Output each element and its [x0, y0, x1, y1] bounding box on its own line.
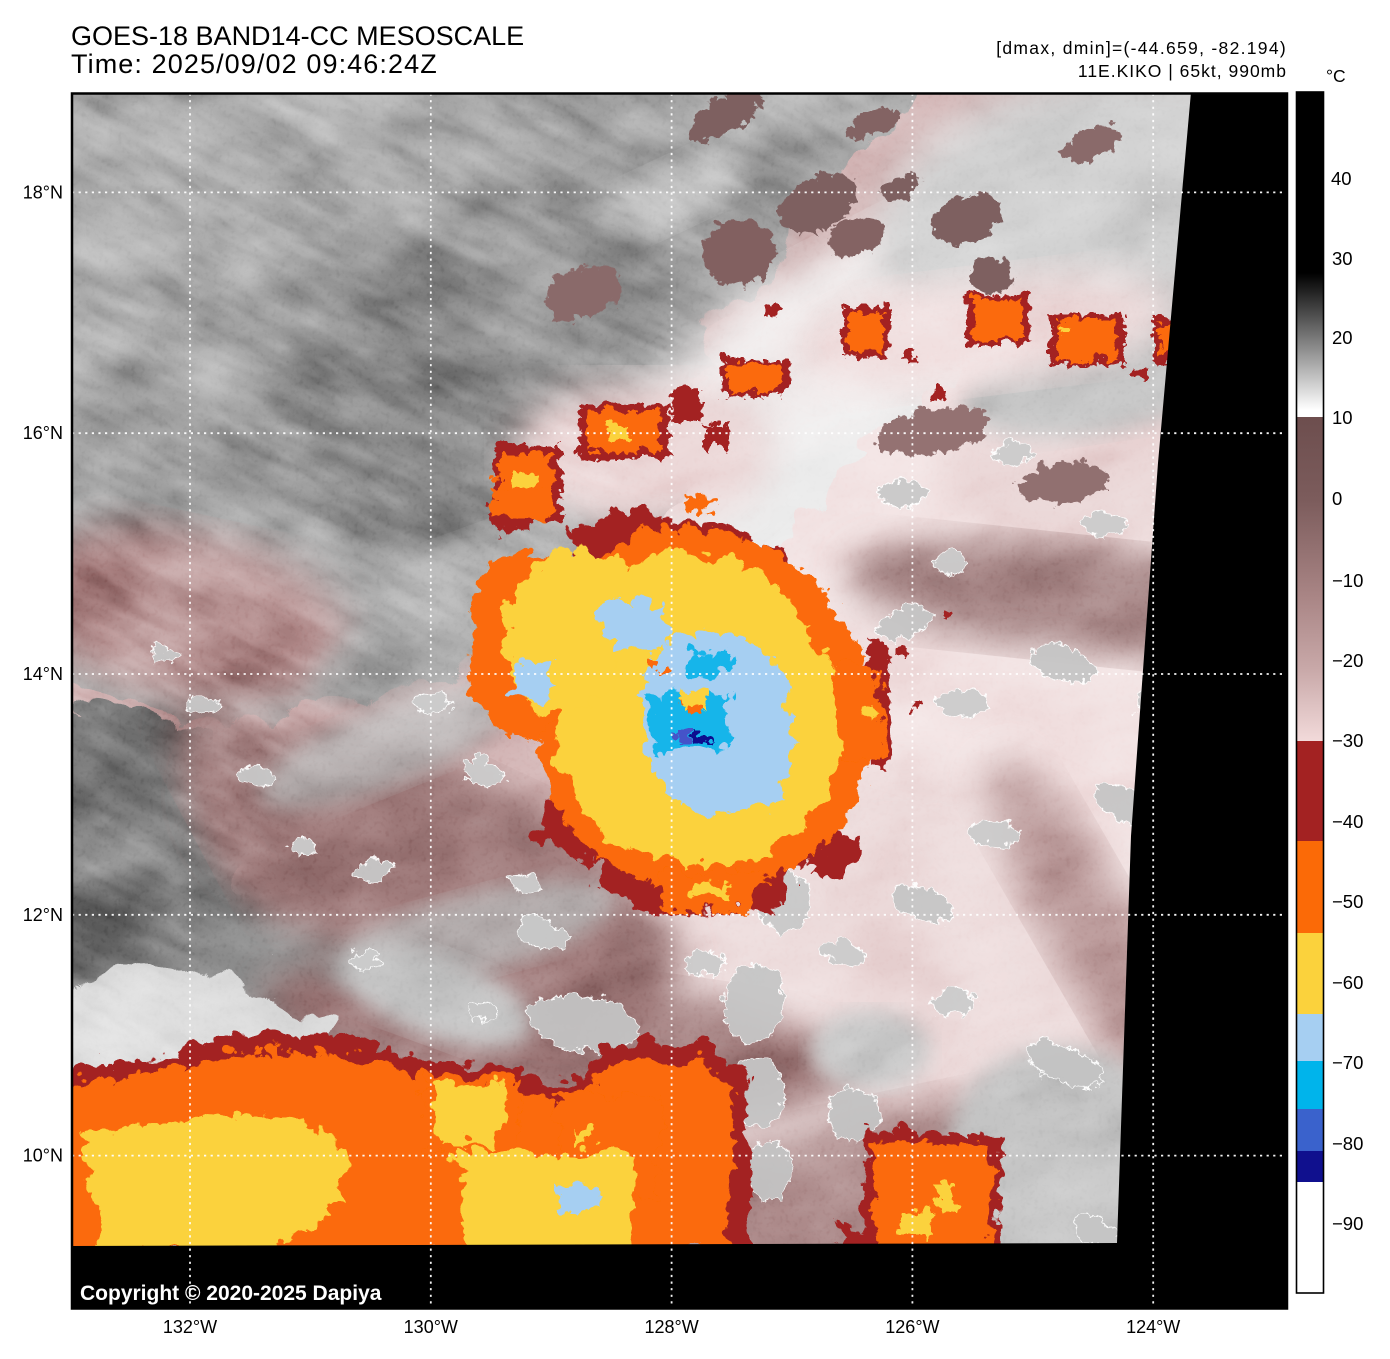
- svg-text:−20: −20: [1332, 650, 1363, 671]
- svg-text:−90: −90: [1332, 1213, 1363, 1234]
- svg-text:12°N: 12°N: [23, 905, 63, 925]
- svg-text:−30: −30: [1332, 730, 1363, 751]
- svg-text:30: 30: [1332, 248, 1353, 269]
- svg-text:11E.KIKO | 65kt, 990mb: 11E.KIKO | 65kt, 990mb: [1078, 61, 1287, 81]
- svg-text:0: 0: [1332, 488, 1342, 509]
- svg-text:−80: −80: [1332, 1133, 1363, 1154]
- svg-text:18°N: 18°N: [23, 182, 63, 202]
- svg-text:128°W: 128°W: [644, 1317, 698, 1337]
- svg-text:Time: 2025/09/02 09:46:24Z: Time: 2025/09/02 09:46:24Z: [71, 49, 438, 79]
- svg-text:16°N: 16°N: [23, 423, 63, 443]
- svg-text:40: 40: [1331, 168, 1352, 189]
- svg-text:−50: −50: [1332, 891, 1363, 912]
- svg-text:124°W: 124°W: [1126, 1317, 1180, 1337]
- svg-text:132°W: 132°W: [163, 1317, 217, 1337]
- svg-text:Copyright © 2020-2025 Dapiya: Copyright © 2020-2025 Dapiya: [80, 1282, 382, 1305]
- svg-text:14°N: 14°N: [23, 664, 63, 684]
- svg-text:126°W: 126°W: [885, 1317, 939, 1337]
- svg-text:°C: °C: [1326, 66, 1346, 86]
- svg-text:−60: −60: [1332, 972, 1363, 993]
- svg-text:GOES-18 BAND14-CC MESOSCALE: GOES-18 BAND14-CC MESOSCALE: [71, 21, 524, 51]
- svg-text:−40: −40: [1332, 811, 1363, 832]
- svg-text:[dmax, dmin]=(-44.659, -82.194: [dmax, dmin]=(-44.659, -82.194): [996, 38, 1287, 58]
- svg-text:20: 20: [1332, 327, 1353, 348]
- svg-text:−10: −10: [1332, 570, 1363, 591]
- svg-text:−70: −70: [1332, 1052, 1363, 1073]
- svg-text:10: 10: [1332, 407, 1353, 428]
- svg-text:10°N: 10°N: [23, 1146, 63, 1166]
- svg-text:130°W: 130°W: [404, 1317, 458, 1337]
